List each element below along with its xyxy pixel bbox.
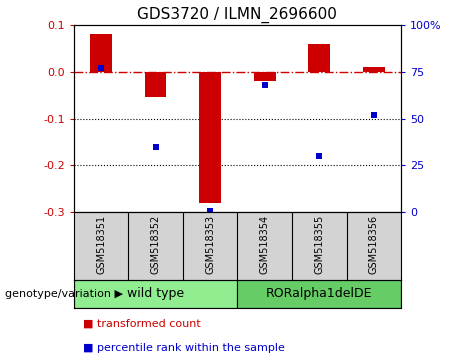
Bar — [254, 72, 276, 81]
Text: GSM518356: GSM518356 — [369, 215, 379, 274]
Text: GSM518352: GSM518352 — [151, 215, 160, 274]
Text: GSM518354: GSM518354 — [260, 215, 270, 274]
Text: GSM518351: GSM518351 — [96, 215, 106, 274]
Bar — [308, 44, 330, 72]
Title: GDS3720 / ILMN_2696600: GDS3720 / ILMN_2696600 — [137, 7, 337, 23]
Bar — [363, 67, 384, 72]
Bar — [145, 72, 166, 97]
Text: genotype/variation ▶: genotype/variation ▶ — [5, 289, 123, 299]
Bar — [199, 72, 221, 203]
Bar — [237, 280, 401, 308]
Text: GSM518355: GSM518355 — [314, 215, 324, 274]
Bar — [90, 34, 112, 72]
Text: ■ percentile rank within the sample: ■ percentile rank within the sample — [83, 343, 285, 353]
Text: ■ transformed count: ■ transformed count — [83, 319, 201, 329]
Bar — [74, 280, 237, 308]
Text: wild type: wild type — [127, 287, 184, 300]
Text: RORalpha1delDE: RORalpha1delDE — [266, 287, 372, 300]
Text: GSM518353: GSM518353 — [205, 215, 215, 274]
